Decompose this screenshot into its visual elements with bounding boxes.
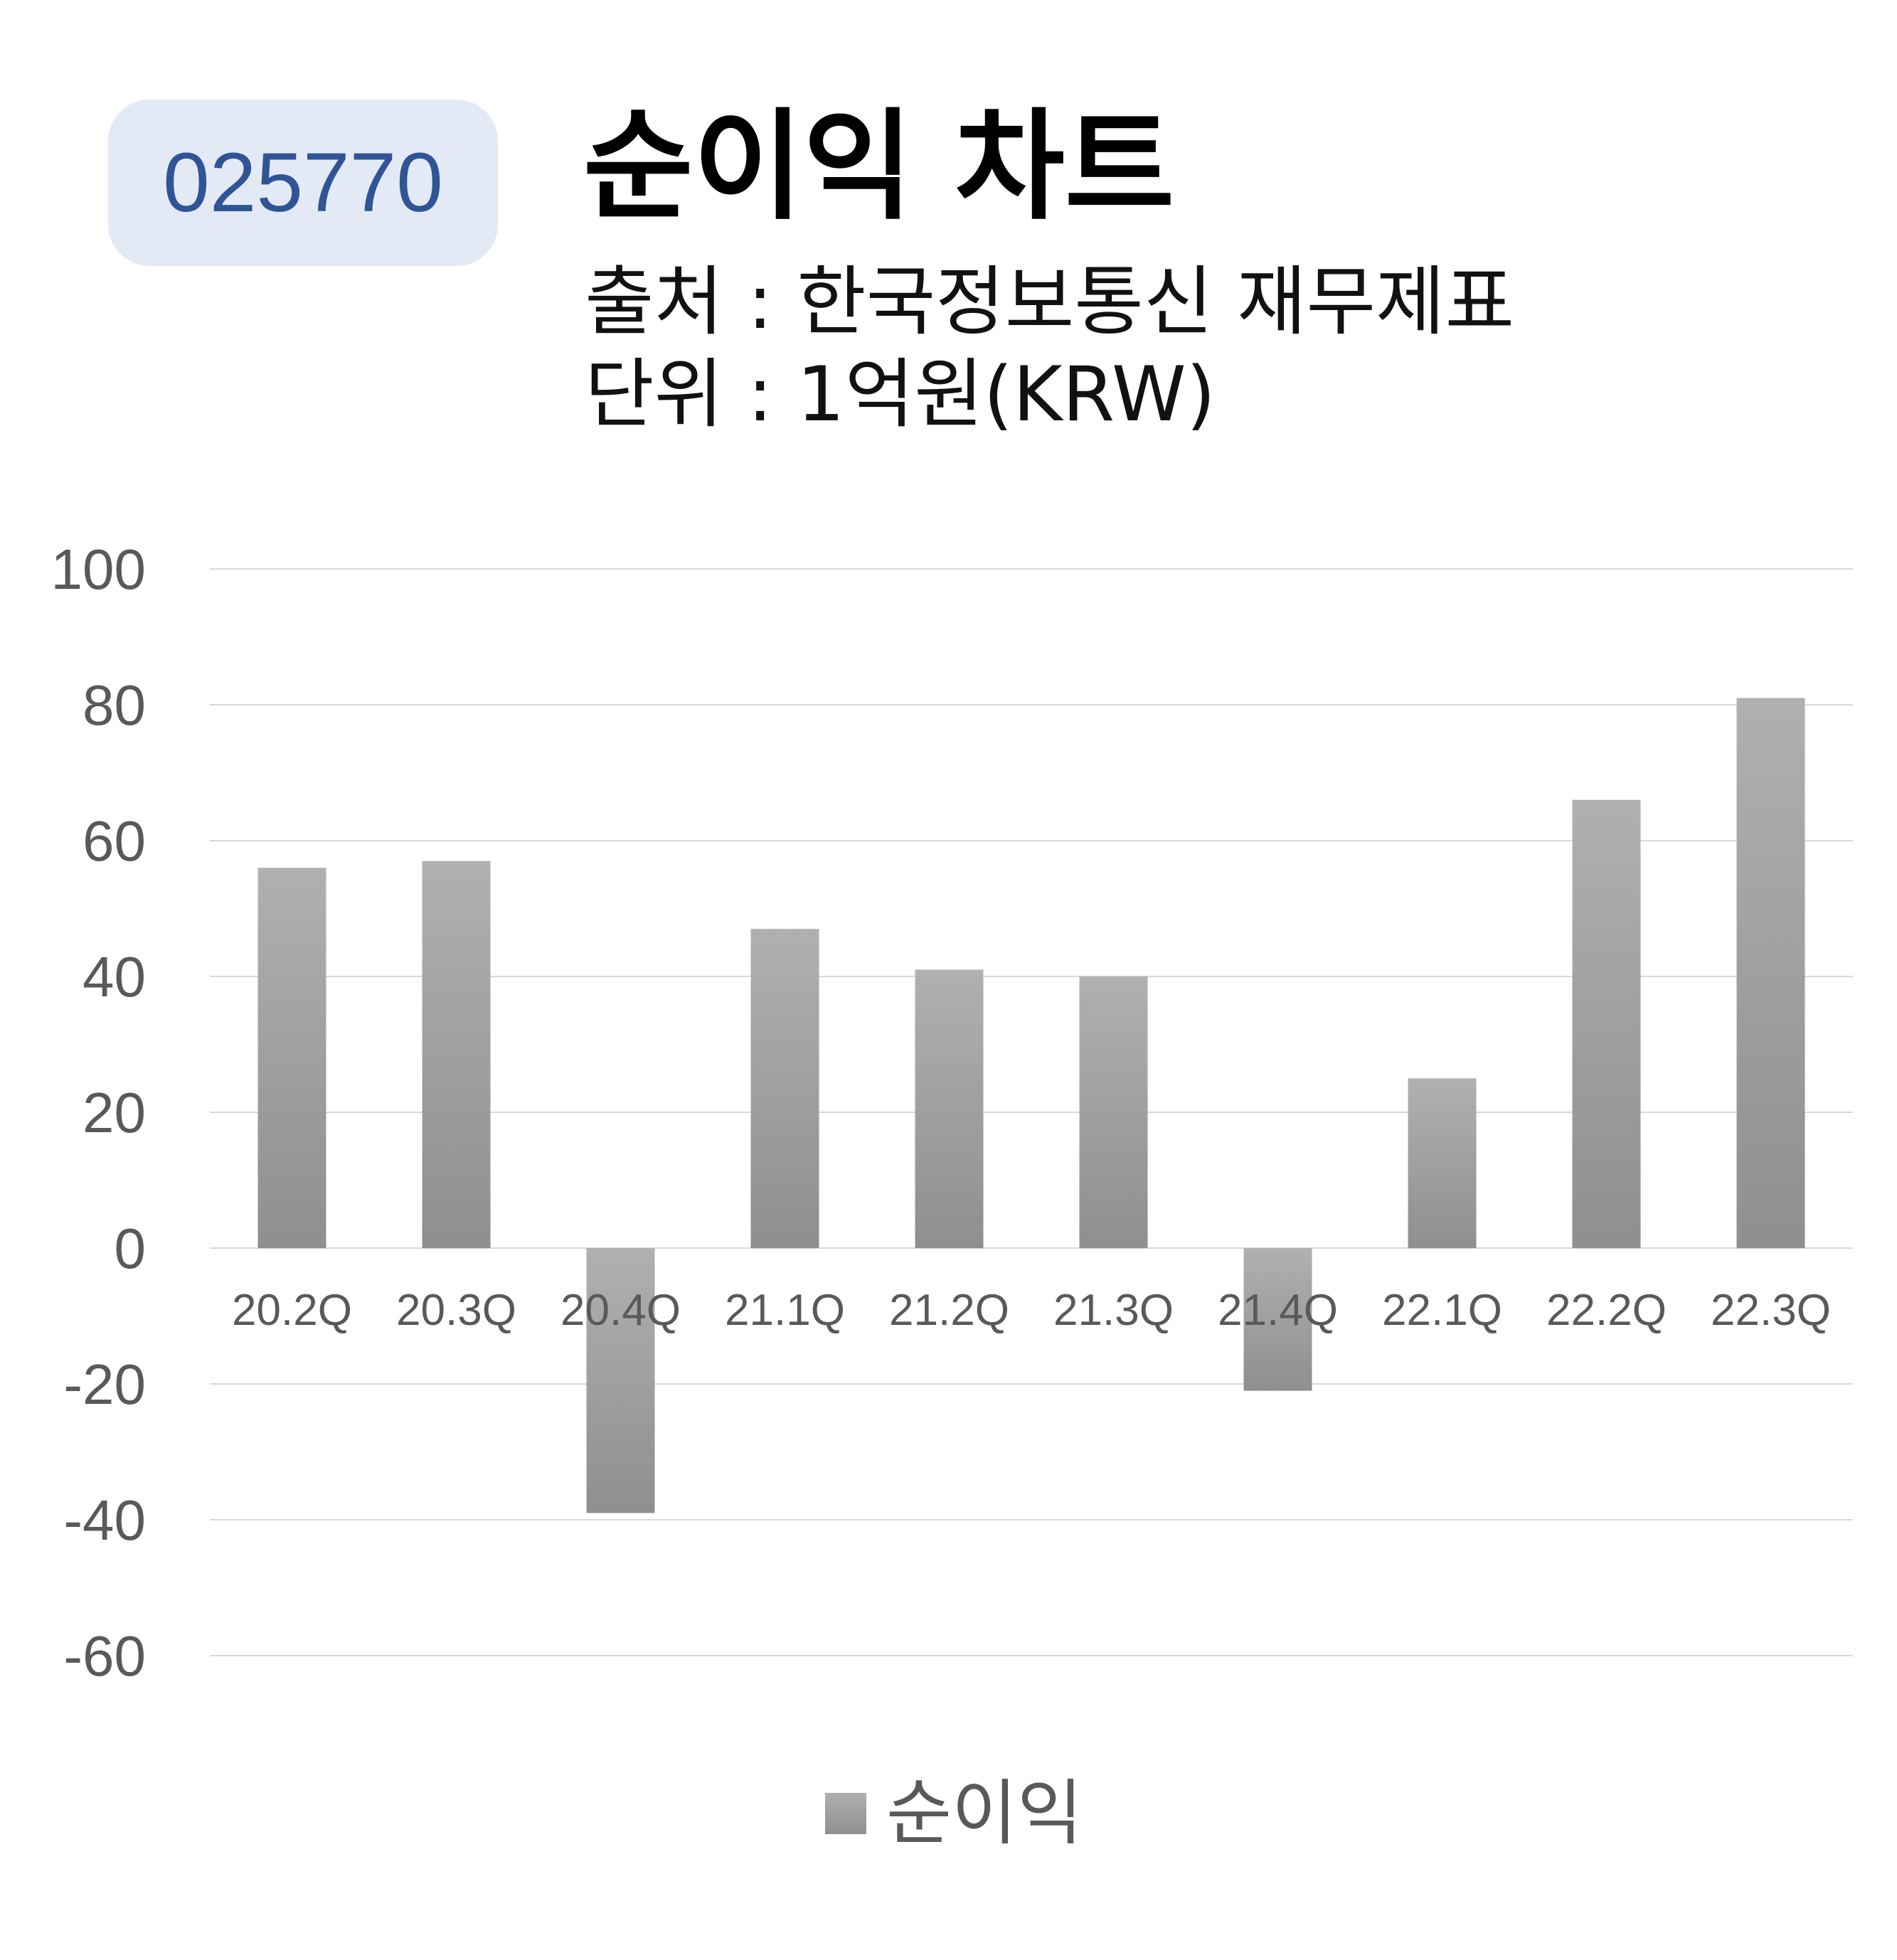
legend-label: 순이익	[886, 1772, 1083, 1855]
x-tick-label: 20.4Q	[560, 1286, 681, 1335]
bar-22.2Q	[1572, 799, 1641, 1248]
bar-21.4Q	[1243, 1248, 1312, 1391]
y-tick-label: 60	[83, 809, 146, 873]
y-tick-label: 20	[83, 1081, 146, 1144]
chart-title: 순이익 차트	[583, 97, 1175, 236]
x-tick-label: 21.1Q	[725, 1286, 845, 1335]
y-tick-label: -60	[63, 1624, 146, 1688]
legend-swatch	[825, 1793, 866, 1834]
y-tick-label: -20	[63, 1353, 146, 1416]
bar-21.2Q	[915, 969, 984, 1248]
y-tick-label: 40	[83, 945, 146, 1008]
x-tick-label: 21.2Q	[889, 1286, 1009, 1335]
bars	[257, 698, 1805, 1513]
x-tick-label: 22.2Q	[1546, 1286, 1667, 1335]
x-tick-label: 20.2Q	[232, 1286, 352, 1335]
bar-22.1Q	[1408, 1078, 1477, 1248]
bar-20.3Q	[422, 861, 491, 1248]
source-note: 출처 : 한국정보통신 재무제표	[585, 258, 1515, 346]
x-tick-label: 21.4Q	[1218, 1286, 1338, 1335]
unit-note: 단위 : 1억원(KRW)	[585, 351, 1216, 438]
x-tick-label: 20.3Q	[396, 1286, 516, 1335]
bar-20.2Q	[257, 868, 326, 1248]
bar-20.4Q	[586, 1248, 655, 1513]
x-tick-label: 22.1Q	[1382, 1286, 1502, 1335]
y-tick-label: 80	[83, 673, 146, 737]
x-tick-label: 22.3Q	[1711, 1286, 1831, 1335]
y-tick-label: 100	[51, 538, 146, 601]
legend: 순이익	[825, 1778, 1083, 1849]
x-axis-ticks: 20.2Q 20.3Q 20.4Q 21.1Q 21.2Q 21.3Q 21.4Q 22.1Q…	[232, 1286, 1831, 1335]
stock-code-badge: 025770	[108, 100, 498, 266]
y-axis-ticks: 100 80 60 40 20 0 -20 -40 -60	[51, 538, 146, 1688]
x-tick-label: 21.3Q	[1053, 1286, 1174, 1335]
bar-22.3Q	[1736, 698, 1805, 1248]
y-tick-label: 0	[115, 1217, 147, 1280]
y-tick-label: -40	[63, 1488, 146, 1552]
bar-21.3Q	[1079, 976, 1148, 1248]
bar-21.1Q	[750, 929, 819, 1248]
